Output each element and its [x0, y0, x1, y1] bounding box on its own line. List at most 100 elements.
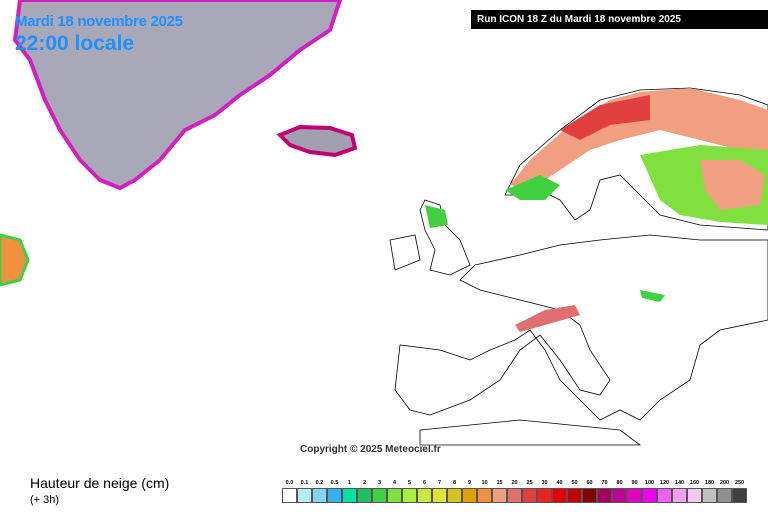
legend: 0.0 0.1 0.2 0.5 1 2 3 4 5 6 7 8 9 10 15 20 25 30 40 50 60 70 8… — [281, 478, 747, 503]
legend-subtitle: (+ 3h) — [30, 494, 60, 506]
legend-item: 160 — [686, 478, 702, 503]
legend-swatch — [506, 488, 522, 503]
legend-item: 70 — [596, 478, 612, 503]
legend-swatch — [701, 488, 717, 503]
legend-item: 10 — [476, 478, 492, 503]
legend-label: 80 — [616, 480, 623, 486]
legend-label: 9 — [467, 480, 472, 486]
island — [0, 233, 30, 287]
legend-label: 0.2 — [315, 480, 324, 486]
legend-item: 140 — [671, 478, 687, 503]
legend-swatch — [671, 488, 687, 503]
legend-label: 4 — [392, 480, 397, 486]
legend-item: 120 — [656, 478, 672, 503]
legend-title: Hauteur de neige (cm) — [30, 475, 170, 491]
legend-swatch — [596, 488, 612, 503]
run-info: Run ICON 18 Z du Mardi 18 novembre 2025 — [471, 10, 768, 29]
legend-swatch — [641, 488, 657, 503]
legend-swatch — [716, 488, 732, 503]
legend-swatch — [296, 488, 312, 503]
legend-item: 25 — [521, 478, 537, 503]
legend-item: 9 — [461, 478, 477, 503]
legend-swatch — [461, 488, 477, 503]
legend-item: 200 — [716, 478, 732, 503]
legend-item: 2 — [356, 478, 372, 503]
legend-swatch — [386, 488, 402, 503]
legend-item: 30 — [536, 478, 552, 503]
legend-label: 8 — [452, 480, 457, 486]
legend-swatch — [446, 488, 462, 503]
legend-item: 60 — [581, 478, 597, 503]
legend-label: 5 — [407, 480, 412, 486]
legend-item: 50 — [566, 478, 582, 503]
legend-item: 90 — [626, 478, 642, 503]
greenland — [12, 0, 343, 191]
legend-label: 70 — [601, 480, 608, 486]
legend-item: 4 — [386, 478, 402, 503]
legend-label: 1 — [347, 480, 352, 486]
legend-item: 0.0 — [281, 478, 297, 503]
legend-label: 0.0 — [285, 480, 294, 486]
copyright: Copyright © 2025 Meteociel.fr — [300, 444, 441, 455]
legend-label: 20 — [511, 480, 518, 486]
legend-swatch — [491, 488, 507, 503]
iceland — [276, 124, 358, 158]
legend-swatch — [416, 488, 432, 503]
legend-label: 0.1 — [300, 480, 309, 486]
legend-swatch — [341, 488, 357, 503]
legend-item: 3 — [371, 478, 387, 503]
legend-swatch — [626, 488, 642, 503]
legend-label: 6 — [422, 480, 427, 486]
legend-label: 60 — [586, 480, 593, 486]
map-time: 22:00 locale — [15, 32, 135, 55]
legend-label: 50 — [571, 480, 578, 486]
legend-swatch — [371, 488, 387, 503]
legend-item: 15 — [491, 478, 507, 503]
legend-label: 100 — [644, 480, 655, 486]
snow-cover — [425, 88, 768, 332]
legend-swatch — [476, 488, 492, 503]
legend-label: 250 — [734, 480, 745, 486]
legend-item: 180 — [701, 478, 717, 503]
legend-label: 160 — [689, 480, 700, 486]
legend-label: 140 — [674, 480, 685, 486]
legend-item: 250 — [731, 478, 747, 503]
legend-label: 90 — [631, 480, 638, 486]
legend-label: 25 — [526, 480, 533, 486]
legend-label: 0.5 — [330, 480, 339, 486]
legend-label: 15 — [496, 480, 503, 486]
legend-swatch — [656, 488, 672, 503]
legend-label: 200 — [719, 480, 730, 486]
legend-label: 40 — [556, 480, 563, 486]
legend-item: 0.1 — [296, 478, 312, 503]
legend-swatch — [311, 488, 327, 503]
legend-item: 0.5 — [326, 478, 342, 503]
legend-swatch — [536, 488, 552, 503]
legend-label: 30 — [541, 480, 548, 486]
legend-label: 2 — [362, 480, 367, 486]
legend-label: 3 — [377, 480, 382, 486]
map-date: Mardi 18 novembre 2025 — [15, 13, 183, 30]
legend-swatch — [566, 488, 582, 503]
legend-swatch — [521, 488, 537, 503]
legend-label: 180 — [704, 480, 715, 486]
legend-swatch — [431, 488, 447, 503]
legend-swatch — [686, 488, 702, 503]
legend-item: 40 — [551, 478, 567, 503]
legend-swatch — [611, 488, 627, 503]
legend-swatch — [281, 488, 297, 503]
legend-swatch — [551, 488, 567, 503]
coastlines — [389, 87, 768, 446]
legend-label: 10 — [481, 480, 488, 486]
legend-item: 5 — [401, 478, 417, 503]
legend-item: 100 — [641, 478, 657, 503]
legend-swatch — [356, 488, 372, 503]
legend-swatch — [731, 488, 747, 503]
legend-item: 1 — [341, 478, 357, 503]
legend-item: 6 — [416, 478, 432, 503]
legend-item: 8 — [446, 478, 462, 503]
legend-swatch — [581, 488, 597, 503]
legend-item: 80 — [611, 478, 627, 503]
